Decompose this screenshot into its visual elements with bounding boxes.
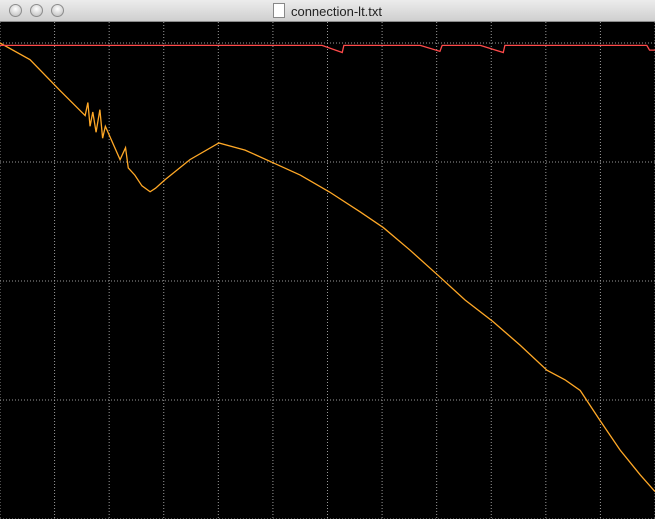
title-bar: connection-lt.txt [0,0,655,22]
minimize-button[interactable] [30,4,43,17]
close-button[interactable] [9,4,22,17]
data-line [0,44,655,54]
data-line [0,42,655,493]
file-icon [272,3,285,18]
chart [0,22,655,519]
zoom-button[interactable] [51,4,64,17]
window-title-wrap: connection-lt.txt [0,3,655,19]
window-title: connection-lt.txt [290,4,383,19]
